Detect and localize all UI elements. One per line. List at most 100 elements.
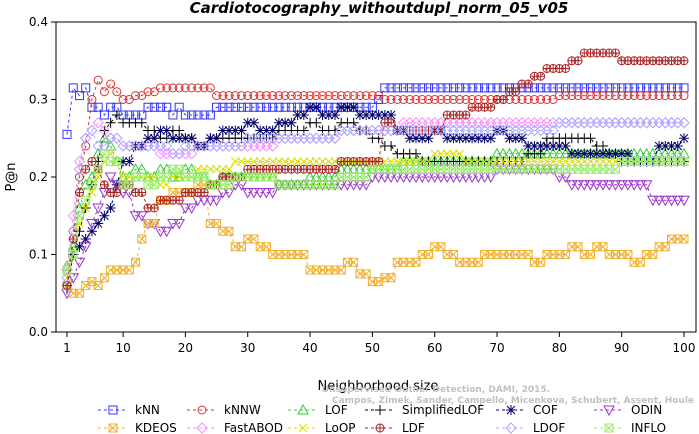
- data-point-cof: [423, 133, 434, 144]
- data-point-loop: [205, 164, 215, 174]
- data-point-knnw: [554, 91, 564, 101]
- legend-label: SimplifiedLOF: [402, 403, 484, 417]
- data-point-knnw: [261, 91, 271, 101]
- data-point-loop: [505, 157, 514, 166]
- legend-item-cof: COF: [496, 403, 558, 417]
- data-point-fastabod: [98, 124, 111, 137]
- data-point-knnw: [536, 95, 546, 104]
- data-point-loop: [542, 157, 552, 166]
- data-point-knnw: [330, 91, 340, 101]
- data-point-knnw: [249, 91, 259, 101]
- data-point-knn: [442, 83, 452, 93]
- legend-swatch-marker: [603, 405, 615, 417]
- data-point-kdeos: [635, 257, 645, 267]
- data-point-odin: [634, 180, 647, 191]
- data-point-inflo: [93, 164, 103, 174]
- data-point-odin: [86, 219, 98, 230]
- x-tick-label: 10: [115, 341, 130, 355]
- data-point-loop: [237, 157, 246, 166]
- data-point-loop: [424, 157, 433, 166]
- data-point-inflo: [81, 195, 91, 205]
- data-point-knn: [280, 102, 290, 112]
- data-point-kdeos: [149, 219, 159, 228]
- data-point-knnw: [573, 91, 583, 101]
- data-point-knnw: [143, 87, 153, 97]
- data-point-knnw: [274, 91, 284, 101]
- data-point-loop: [399, 157, 408, 166]
- legend-swatch-marker: [375, 405, 385, 415]
- x-tick-label: 30: [240, 341, 255, 355]
- data-point-knnw: [604, 91, 614, 101]
- data-point-knn: [542, 83, 552, 93]
- data-point-loop: [486, 157, 496, 166]
- data-point-ldof: [173, 148, 185, 160]
- data-point-inflo: [361, 172, 371, 182]
- x-tick-label: 70: [489, 341, 504, 355]
- data-point-loop: [573, 157, 583, 166]
- data-point-knn: [187, 110, 197, 120]
- data-point-knn: [417, 83, 427, 93]
- data-point-inflo: [679, 157, 689, 166]
- data-point-knnw: [131, 91, 141, 101]
- legend-item-kdeos: KDEOS: [98, 421, 177, 434]
- data-point-knnw: [293, 91, 303, 101]
- legend-item-inflo: INFLO: [594, 421, 666, 434]
- legend-swatch-marker: [604, 423, 614, 433]
- data-point-ldof: [547, 124, 559, 137]
- data-point-kdeos: [623, 250, 633, 259]
- data-point-kdeos: [386, 273, 396, 283]
- data-point-kdeos: [336, 265, 346, 275]
- data-point-odin: [204, 195, 217, 207]
- data-point-knnw: [193, 83, 203, 93]
- data-point-loop: [274, 157, 284, 166]
- data-point-ldf: [523, 79, 533, 89]
- data-point-loop: [492, 157, 502, 166]
- data-point-knn: [461, 83, 471, 93]
- legend: kNN kNNW LOF SimplifiedLOF COF ODIN KDEOS FastA…: [98, 403, 666, 434]
- data-point-kdeos: [411, 257, 421, 267]
- x-tick-label: 90: [614, 341, 629, 355]
- series-layer: [61, 48, 690, 300]
- data-point-lof: [547, 147, 559, 159]
- data-point-loop: [324, 157, 334, 166]
- data-point-odin: [590, 180, 603, 191]
- legend-label: FastABOD: [224, 421, 283, 434]
- data-point-knnw: [660, 91, 670, 101]
- data-point-knnw: [673, 91, 683, 101]
- data-point-knn: [249, 102, 259, 112]
- data-point-loop: [480, 157, 489, 166]
- data-point-cof: [93, 218, 104, 229]
- data-point-loop: [318, 157, 327, 166]
- data-point-knnw: [523, 95, 533, 104]
- data-point-knnw: [455, 95, 465, 104]
- data-point-knnw: [380, 95, 390, 104]
- data-point-cof: [298, 110, 309, 120]
- data-point-inflo: [124, 180, 134, 190]
- x-tick-label: 1: [63, 341, 71, 355]
- y-tick-label: 0.3: [29, 93, 48, 107]
- data-point-knnw: [112, 87, 122, 97]
- data-point-loop: [305, 157, 315, 166]
- data-point-loop: [392, 157, 402, 166]
- data-point-simplifiedlof: [298, 125, 309, 136]
- legend-swatch-marker: [196, 422, 208, 434]
- data-point-fastabod: [73, 155, 86, 168]
- data-point-loop: [449, 149, 458, 159]
- data-point-kdeos: [124, 265, 134, 275]
- data-point-cof: [248, 117, 259, 128]
- data-point-kdeos: [131, 257, 141, 267]
- data-point-fastabod: [92, 117, 104, 129]
- data-point-ldf: [374, 157, 384, 166]
- data-point-knnw: [311, 91, 321, 101]
- data-point-cof: [255, 125, 266, 136]
- data-point-cof: [348, 102, 359, 113]
- x-tick-label: 50: [365, 341, 380, 355]
- data-point-kdeos: [237, 242, 247, 252]
- data-point-knn: [473, 83, 483, 93]
- data-point-inflo: [330, 180, 340, 190]
- data-point-odin: [185, 203, 198, 215]
- data-point-inflo: [224, 180, 234, 190]
- data-point-kdeos: [361, 269, 371, 279]
- series-line-fastabod: [66, 122, 684, 271]
- data-point-ldof: [98, 140, 111, 152]
